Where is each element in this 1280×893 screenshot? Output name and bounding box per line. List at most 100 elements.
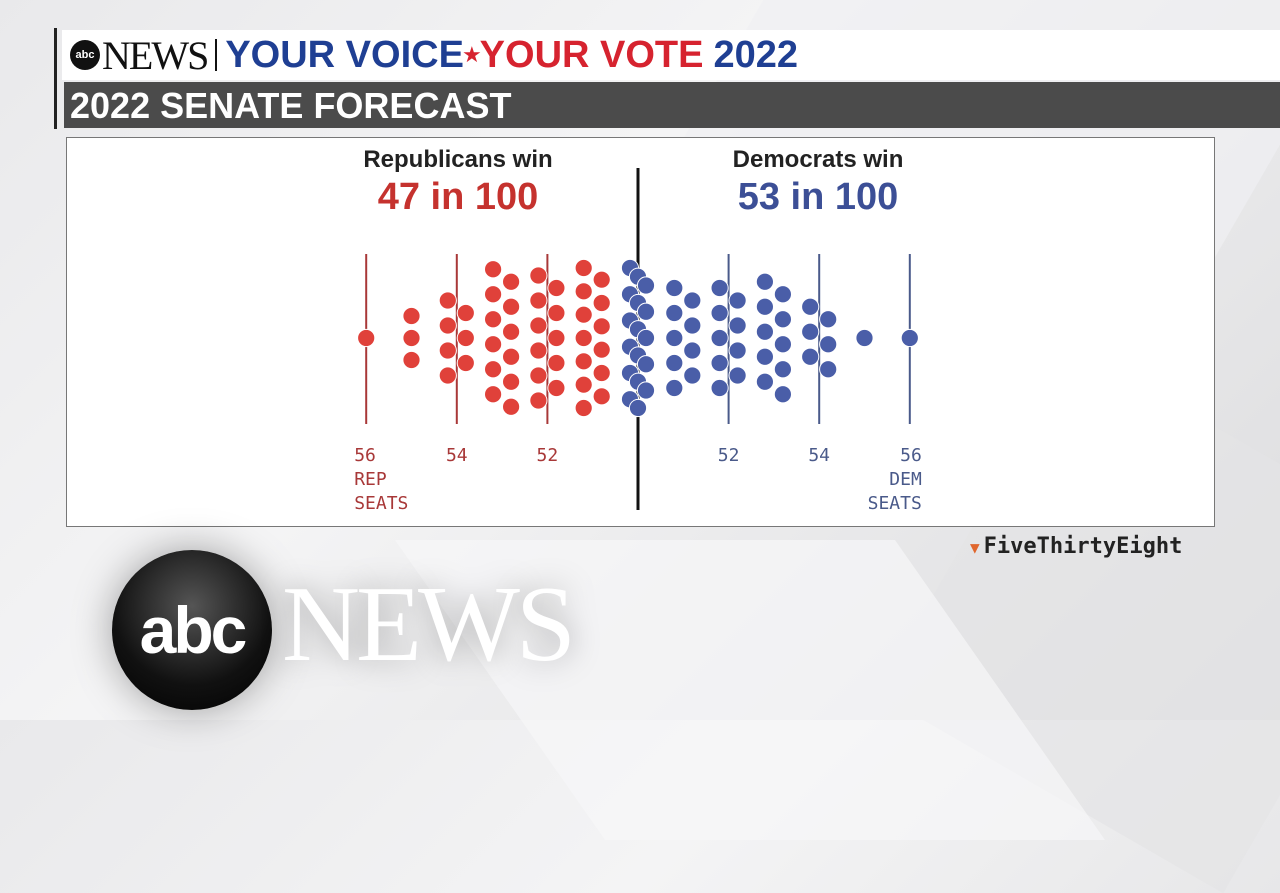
rep-outcome-dot (529, 341, 548, 360)
rep-outcome-dot (592, 363, 611, 383)
tick-label: 54 (808, 445, 830, 466)
dem-outcome-dot (665, 278, 684, 298)
dem-outcome-dot (710, 278, 729, 298)
rep-outcome-dot (547, 328, 566, 348)
dem-outcome-dot (773, 310, 793, 329)
tick-label: 52 (718, 445, 740, 466)
rep-outcome-dot (438, 341, 457, 360)
dem-outcome-dot (855, 328, 874, 348)
dem-outcome-dot (728, 316, 747, 335)
dem-outcome-dot (636, 276, 656, 295)
dem-outcome-dot (665, 328, 684, 348)
tick-label: 52 (537, 445, 559, 466)
rep-outcome-dot (592, 340, 611, 359)
rep-outcome-dot (438, 316, 457, 335)
dem-outcome-dot (755, 297, 775, 316)
dem-outcome-dot (683, 291, 702, 310)
rep-outcome-dot (484, 260, 503, 279)
rep-outcome-dot (547, 303, 566, 323)
slogan-your-voice: YOUR VOICE (225, 33, 464, 76)
rep-outcome-dot (502, 347, 521, 366)
axis-unit-label: DEM (889, 469, 922, 490)
tick-label: 56 (900, 445, 922, 466)
dem-outcome-dot (801, 297, 820, 316)
dem-heading: Democrats win (733, 146, 904, 173)
dem-outcome-dot (710, 303, 729, 323)
dem-outcome-dot (773, 335, 793, 354)
dem-outcome-dot (773, 385, 793, 404)
rep-outcome-dot (502, 372, 521, 391)
dem-outcome-dot (683, 366, 702, 385)
rep-outcome-dot (592, 293, 611, 313)
dem-outcome-dot (683, 341, 702, 360)
tick-label: 56 (354, 445, 376, 466)
dem-outcome-dot (819, 335, 838, 354)
rep-outcome-dot (484, 335, 503, 354)
dem-outcome-dot (710, 353, 729, 373)
rep-outcome-dot (402, 306, 421, 326)
dem-outcome-dot (636, 328, 656, 348)
dem-outcome-dot (665, 353, 684, 373)
dem-outcome-dot (728, 366, 747, 385)
rep-outcome-dot (502, 297, 521, 316)
rep-outcome-dot (502, 272, 521, 291)
rep-outcome-dot (456, 303, 475, 323)
dem-outcome-dot (755, 372, 775, 391)
star-icon: ★ (461, 42, 482, 67)
rep-outcome-dot (592, 270, 611, 289)
dem-outcome-dot (900, 328, 919, 348)
abc-news-logo-wordmark: NEWS (282, 565, 576, 684)
tick-label: 54 (446, 445, 468, 466)
rep-outcome-dot (529, 291, 548, 310)
rep-outcome-dot (484, 360, 503, 379)
rep-outcome-dot (574, 282, 593, 301)
header-accent-line (54, 28, 57, 129)
rep-outcome-dot (438, 366, 457, 385)
dem-outcome-dot (665, 303, 684, 323)
rep-outcome-dot (547, 378, 566, 398)
header-bar: abc NEWS YOUR VOICE ★ YOUR VOTE 2022 (62, 30, 1280, 80)
forecast-chart: Republicans win 47 in 100 Democrats win … (354, 146, 922, 514)
rep-outcome-dot (357, 328, 376, 348)
rep-outcome-dot (574, 375, 593, 394)
dem-outcome-dot (773, 360, 793, 379)
rep-outcome-dot (484, 310, 503, 329)
source-name: FiveThirtyEight (983, 534, 1183, 559)
dem-outcome-dot (710, 378, 729, 398)
subtitle-bar: 2022 SENATE FORECAST (64, 82, 1280, 128)
rep-outcome-dot (529, 316, 548, 335)
rep-outcome-dot (438, 291, 457, 310)
rep-heading: Republicans win (363, 146, 552, 173)
dem-outcome-dot (710, 328, 729, 348)
dem-outcome-dot (801, 322, 820, 341)
dem-odds: 53 in 100 (738, 176, 899, 218)
dem-outcome-dot (801, 347, 820, 366)
abc-logo: abc (70, 40, 100, 70)
rep-outcome-dot (529, 266, 548, 285)
rep-outcome-dot (529, 366, 548, 385)
axis-unit-label: SEATS (354, 493, 408, 514)
rep-outcome-dot (547, 278, 566, 298)
dem-outcome-dot (665, 378, 684, 398)
abc-news-logo-circle: abc (112, 550, 272, 710)
rep-outcome-dot (402, 350, 421, 370)
axis-unit-label: REP (354, 469, 387, 490)
dem-outcome-dot (819, 360, 838, 379)
rep-outcome-dot (592, 317, 611, 336)
dem-outcome-dot (773, 285, 793, 304)
rep-outcome-dot (574, 328, 593, 348)
rep-outcome-dot (574, 305, 593, 324)
rep-outcome-dot (484, 285, 503, 304)
dem-outcome-dot (636, 381, 656, 400)
rep-odds: 47 in 100 (378, 176, 539, 218)
dem-outcome-dot (636, 355, 656, 374)
rep-outcome-dot (456, 328, 475, 348)
dem-outcome-dot (636, 302, 656, 321)
dem-outcome-dot (755, 322, 775, 341)
rep-outcome-dot (574, 398, 593, 418)
news-wordmark: NEWS (102, 32, 209, 78)
dem-outcome-dot (628, 398, 648, 418)
source-credit: ▼ FiveThirtyEight (970, 534, 1182, 559)
rep-outcome-dot (529, 391, 548, 410)
rep-outcome-dot (402, 328, 421, 348)
